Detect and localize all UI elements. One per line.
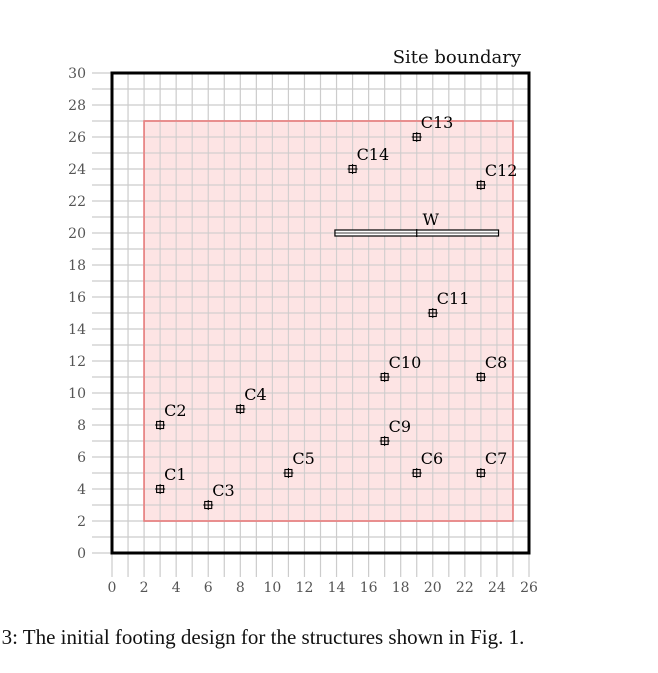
wall-label: W [423, 210, 440, 229]
x-tick-label: 6 [204, 580, 213, 596]
walls: W [334, 210, 500, 237]
column-c8: C8 [475, 353, 507, 382]
y-tick-label: 12 [68, 354, 86, 370]
y-tick-label: 30 [68, 66, 86, 82]
x-tick-label: 22 [456, 580, 474, 596]
y-tick-label: 6 [77, 450, 86, 466]
column-label: C5 [292, 449, 314, 468]
site-boundary-label: Site boundary [393, 47, 522, 68]
columns: C1 C2 C3 C4 C5 C6 C7 C8 C9 C10 C11 C12 C13 C14 [155, 113, 517, 510]
column-label: C8 [485, 353, 507, 372]
column-c6: C6 [411, 449, 443, 478]
column-label: C3 [212, 481, 234, 500]
x-tick-label: 26 [520, 580, 538, 596]
x-tick-label: 4 [172, 580, 181, 596]
column-c13: C13 [411, 113, 454, 142]
y-tick-label: 0 [77, 546, 86, 562]
y-tick-label: 22 [68, 194, 86, 210]
x-tick-label: 8 [236, 580, 245, 596]
x-axis-ticks: 0 2 4 6 8 10 12 14 16 18 20 22 24 26 [108, 580, 538, 596]
buildable-area [143, 120, 514, 522]
buildable-area-outline [143, 120, 514, 522]
column-c4: C4 [235, 385, 267, 414]
x-tick-label: 14 [328, 580, 346, 596]
x-tick-label: 12 [296, 580, 314, 596]
y-tick-label: 28 [68, 98, 86, 114]
x-tick-label: 20 [424, 580, 442, 596]
column-label: C4 [244, 385, 266, 404]
column-c2: C2 [155, 401, 187, 430]
y-tick-label: 4 [77, 482, 86, 498]
column-c3: C3 [203, 481, 235, 510]
column-c1: C1 [155, 465, 187, 494]
x-tick-label: 16 [360, 580, 378, 596]
y-tick-label: 2 [77, 514, 86, 530]
y-tick-label: 24 [68, 162, 86, 178]
column-label: C14 [357, 145, 390, 164]
column-label: C12 [485, 161, 518, 180]
column-label: C7 [485, 449, 507, 468]
y-tick-label: 26 [68, 130, 86, 146]
column-c9: C9 [379, 417, 411, 446]
x-tick-label: 10 [263, 580, 281, 596]
column-label: C6 [421, 449, 443, 468]
wall: W [334, 210, 500, 237]
column-c14: C14 [347, 145, 390, 174]
column-c10: C10 [379, 353, 422, 382]
column-label: C10 [389, 353, 422, 372]
grid-overlay [143, 120, 514, 522]
column-label: C9 [389, 417, 411, 436]
x-tick-label: 2 [140, 580, 149, 596]
column-label: C11 [437, 289, 470, 308]
column-c12: C12 [475, 161, 518, 190]
x-tick-label: 0 [108, 580, 117, 596]
y-tick-label: 10 [68, 386, 86, 402]
column-label: C13 [421, 113, 454, 132]
y-tick-label: 20 [68, 226, 86, 242]
column-label: C1 [164, 465, 186, 484]
column-c11: C11 [427, 289, 470, 318]
y-tick-label: 14 [68, 322, 86, 338]
y-tick-label: 16 [68, 290, 86, 306]
x-tick-label: 18 [392, 580, 410, 596]
y-tick-label: 18 [68, 258, 86, 274]
column-label: C2 [164, 401, 186, 420]
x-tick-label: 24 [488, 580, 506, 596]
y-tick-label: 8 [77, 418, 86, 434]
site-boundary [110, 71, 531, 555]
column-c5: C5 [283, 449, 315, 478]
figure-caption: re 3: The initial footing design for the… [0, 625, 525, 649]
column-c7: C7 [475, 449, 507, 478]
